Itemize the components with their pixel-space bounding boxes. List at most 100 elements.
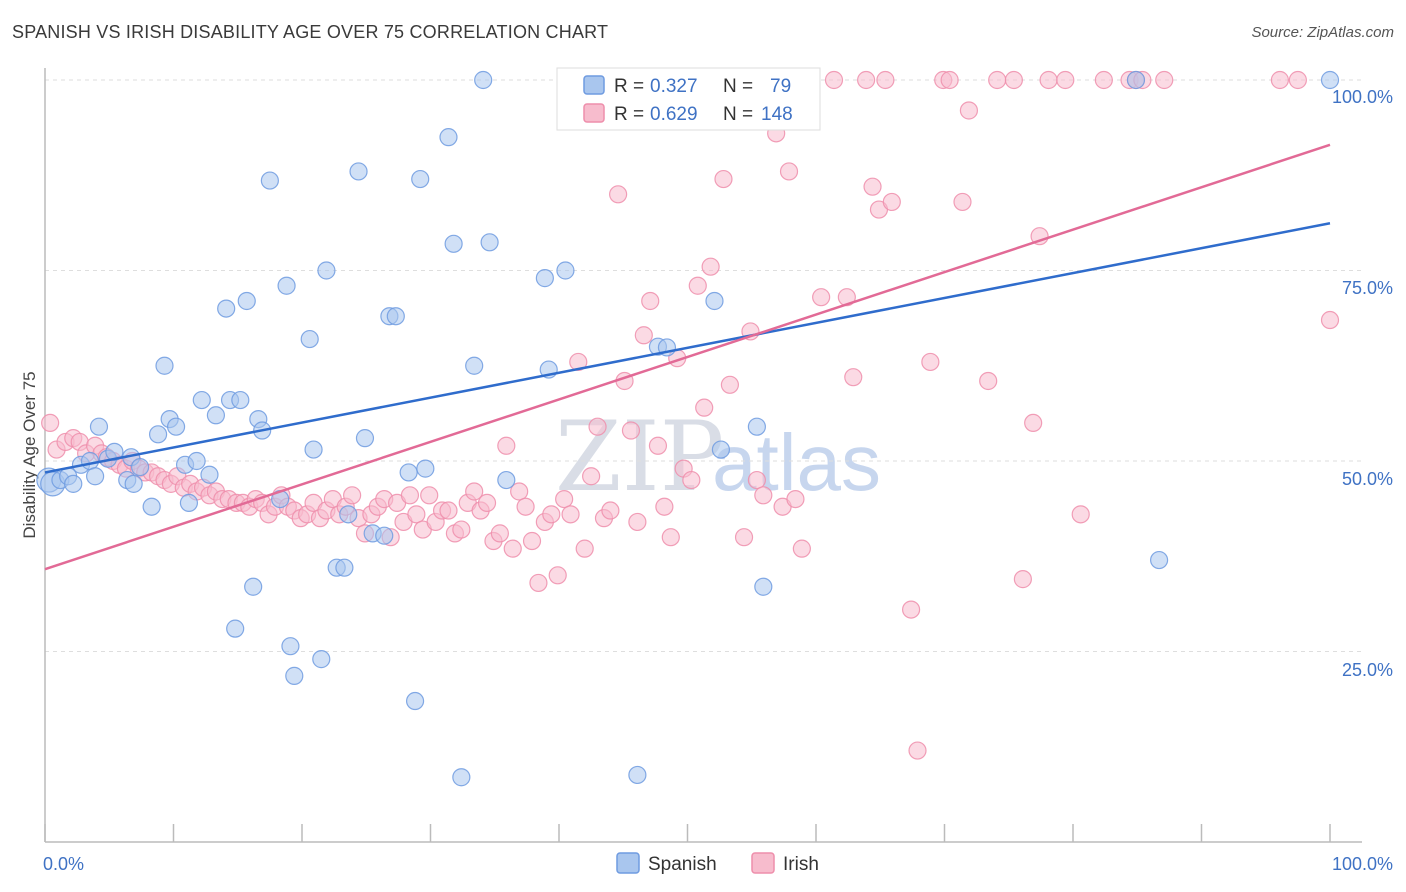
- correlation-legend: R = 0.327 N = 79 R = 0.629 N = 148: [556, 67, 821, 131]
- irish-trend-line: [44, 143, 1331, 571]
- irish-point: [634, 326, 653, 345]
- spanish-point: [304, 440, 323, 459]
- spanish-point: [226, 619, 245, 638]
- series-legend: Spanish Irish: [616, 852, 819, 875]
- legend-swatch-irish: [583, 103, 605, 123]
- spanish-point: [148, 425, 168, 444]
- irish-point: [844, 368, 863, 387]
- spanish-point: [556, 261, 575, 280]
- spanish-point: [300, 329, 319, 349]
- spanish-point: [124, 474, 143, 493]
- irish-point: [1155, 70, 1174, 90]
- spanish-point: [260, 171, 279, 190]
- spanish-point: [480, 233, 499, 252]
- irish-point: [876, 70, 895, 90]
- irish-point: [503, 539, 522, 558]
- irish-point: [688, 276, 707, 295]
- irish-point: [561, 505, 580, 524]
- spanish-point: [535, 269, 554, 288]
- irish-point: [452, 520, 471, 539]
- y-tick-label-75: 75.0%: [1342, 278, 1393, 298]
- spanish-point: [405, 691, 425, 711]
- spanish-point: [444, 234, 463, 253]
- irish-point: [542, 505, 561, 524]
- spanish-point: [155, 356, 174, 375]
- irish-point: [720, 375, 740, 394]
- bottom-legend-swatch-irish: [751, 852, 775, 874]
- spanish-point: [711, 440, 731, 459]
- irish-point: [641, 291, 660, 311]
- bottom-legend-spanish: Spanish: [648, 854, 717, 875]
- irish-point: [1004, 70, 1023, 90]
- irish-point: [588, 417, 607, 436]
- spanish-point: [192, 390, 211, 410]
- irish-point: [465, 482, 484, 501]
- irish-point: [609, 185, 628, 204]
- irish-point: [959, 101, 979, 120]
- spanish-trend-line: [44, 222, 1331, 474]
- spanish-point: [244, 577, 263, 596]
- spanish-point: [439, 128, 458, 147]
- bottom-legend-swatch-spanish: [616, 852, 640, 874]
- irish-point: [824, 70, 844, 90]
- irish-point: [1024, 413, 1043, 432]
- irish-point: [655, 497, 674, 516]
- irish-point: [734, 528, 754, 547]
- spanish-point: [312, 650, 331, 669]
- spanish-point: [80, 451, 100, 471]
- y-tick-label-50: 50.0%: [1342, 469, 1393, 489]
- irish-point: [601, 501, 620, 520]
- irish-point: [477, 493, 497, 513]
- irish-point: [786, 490, 805, 509]
- irish-point: [701, 257, 720, 276]
- spanish-point: [349, 162, 368, 181]
- legend-swatch-spanish: [583, 75, 605, 95]
- irish-point: [921, 352, 940, 372]
- spanish-point: [465, 356, 484, 375]
- irish-point: [882, 192, 901, 212]
- spanish-point: [231, 390, 250, 410]
- spanish-point: [747, 417, 766, 436]
- bottom-legend-irish: Irish: [783, 854, 819, 875]
- irish-point: [953, 192, 972, 212]
- spanish-point: [130, 457, 150, 477]
- y-tick-label-100: 100.0%: [1332, 87, 1393, 107]
- irish-point: [548, 566, 567, 585]
- spanish-point: [187, 451, 206, 471]
- irish-point: [901, 600, 921, 619]
- watermark-zip: ZIP: [555, 401, 724, 513]
- spanish-point: [1126, 70, 1146, 90]
- spanish-point: [89, 417, 109, 436]
- spanish-point: [105, 442, 124, 461]
- y-axis-label: Disability Age Over 75: [20, 371, 39, 538]
- irish-point: [490, 524, 509, 543]
- irish-point: [1056, 70, 1075, 90]
- irish-point: [400, 486, 420, 505]
- irish-point: [582, 467, 601, 486]
- irish-point: [621, 421, 641, 440]
- spanish-point: [375, 526, 394, 545]
- x-tick-label-100: 100.0%: [1332, 854, 1393, 874]
- irish-point: [1320, 310, 1340, 330]
- irish-point: [779, 162, 799, 181]
- irish-point: [1039, 70, 1058, 90]
- spanish-point: [206, 406, 226, 425]
- irish-point: [516, 497, 535, 516]
- irish-point: [529, 573, 548, 593]
- spanish-point: [386, 307, 405, 326]
- spanish-point: [237, 291, 256, 311]
- legend-n-label-irish: N =: [723, 104, 753, 125]
- irish-point: [439, 501, 458, 520]
- irish-point: [714, 169, 733, 189]
- spanish-point: [285, 666, 304, 685]
- irish-point: [908, 741, 927, 760]
- spanish-point: [317, 261, 336, 280]
- irish-point: [661, 528, 680, 547]
- irish-point: [628, 512, 647, 532]
- spanish-point: [754, 577, 773, 596]
- irish-point: [407, 505, 426, 524]
- irish-point: [343, 486, 362, 505]
- spanish-point: [416, 459, 435, 478]
- spanish-point: [355, 429, 375, 448]
- legend-r-label-irish: R =: [614, 104, 644, 125]
